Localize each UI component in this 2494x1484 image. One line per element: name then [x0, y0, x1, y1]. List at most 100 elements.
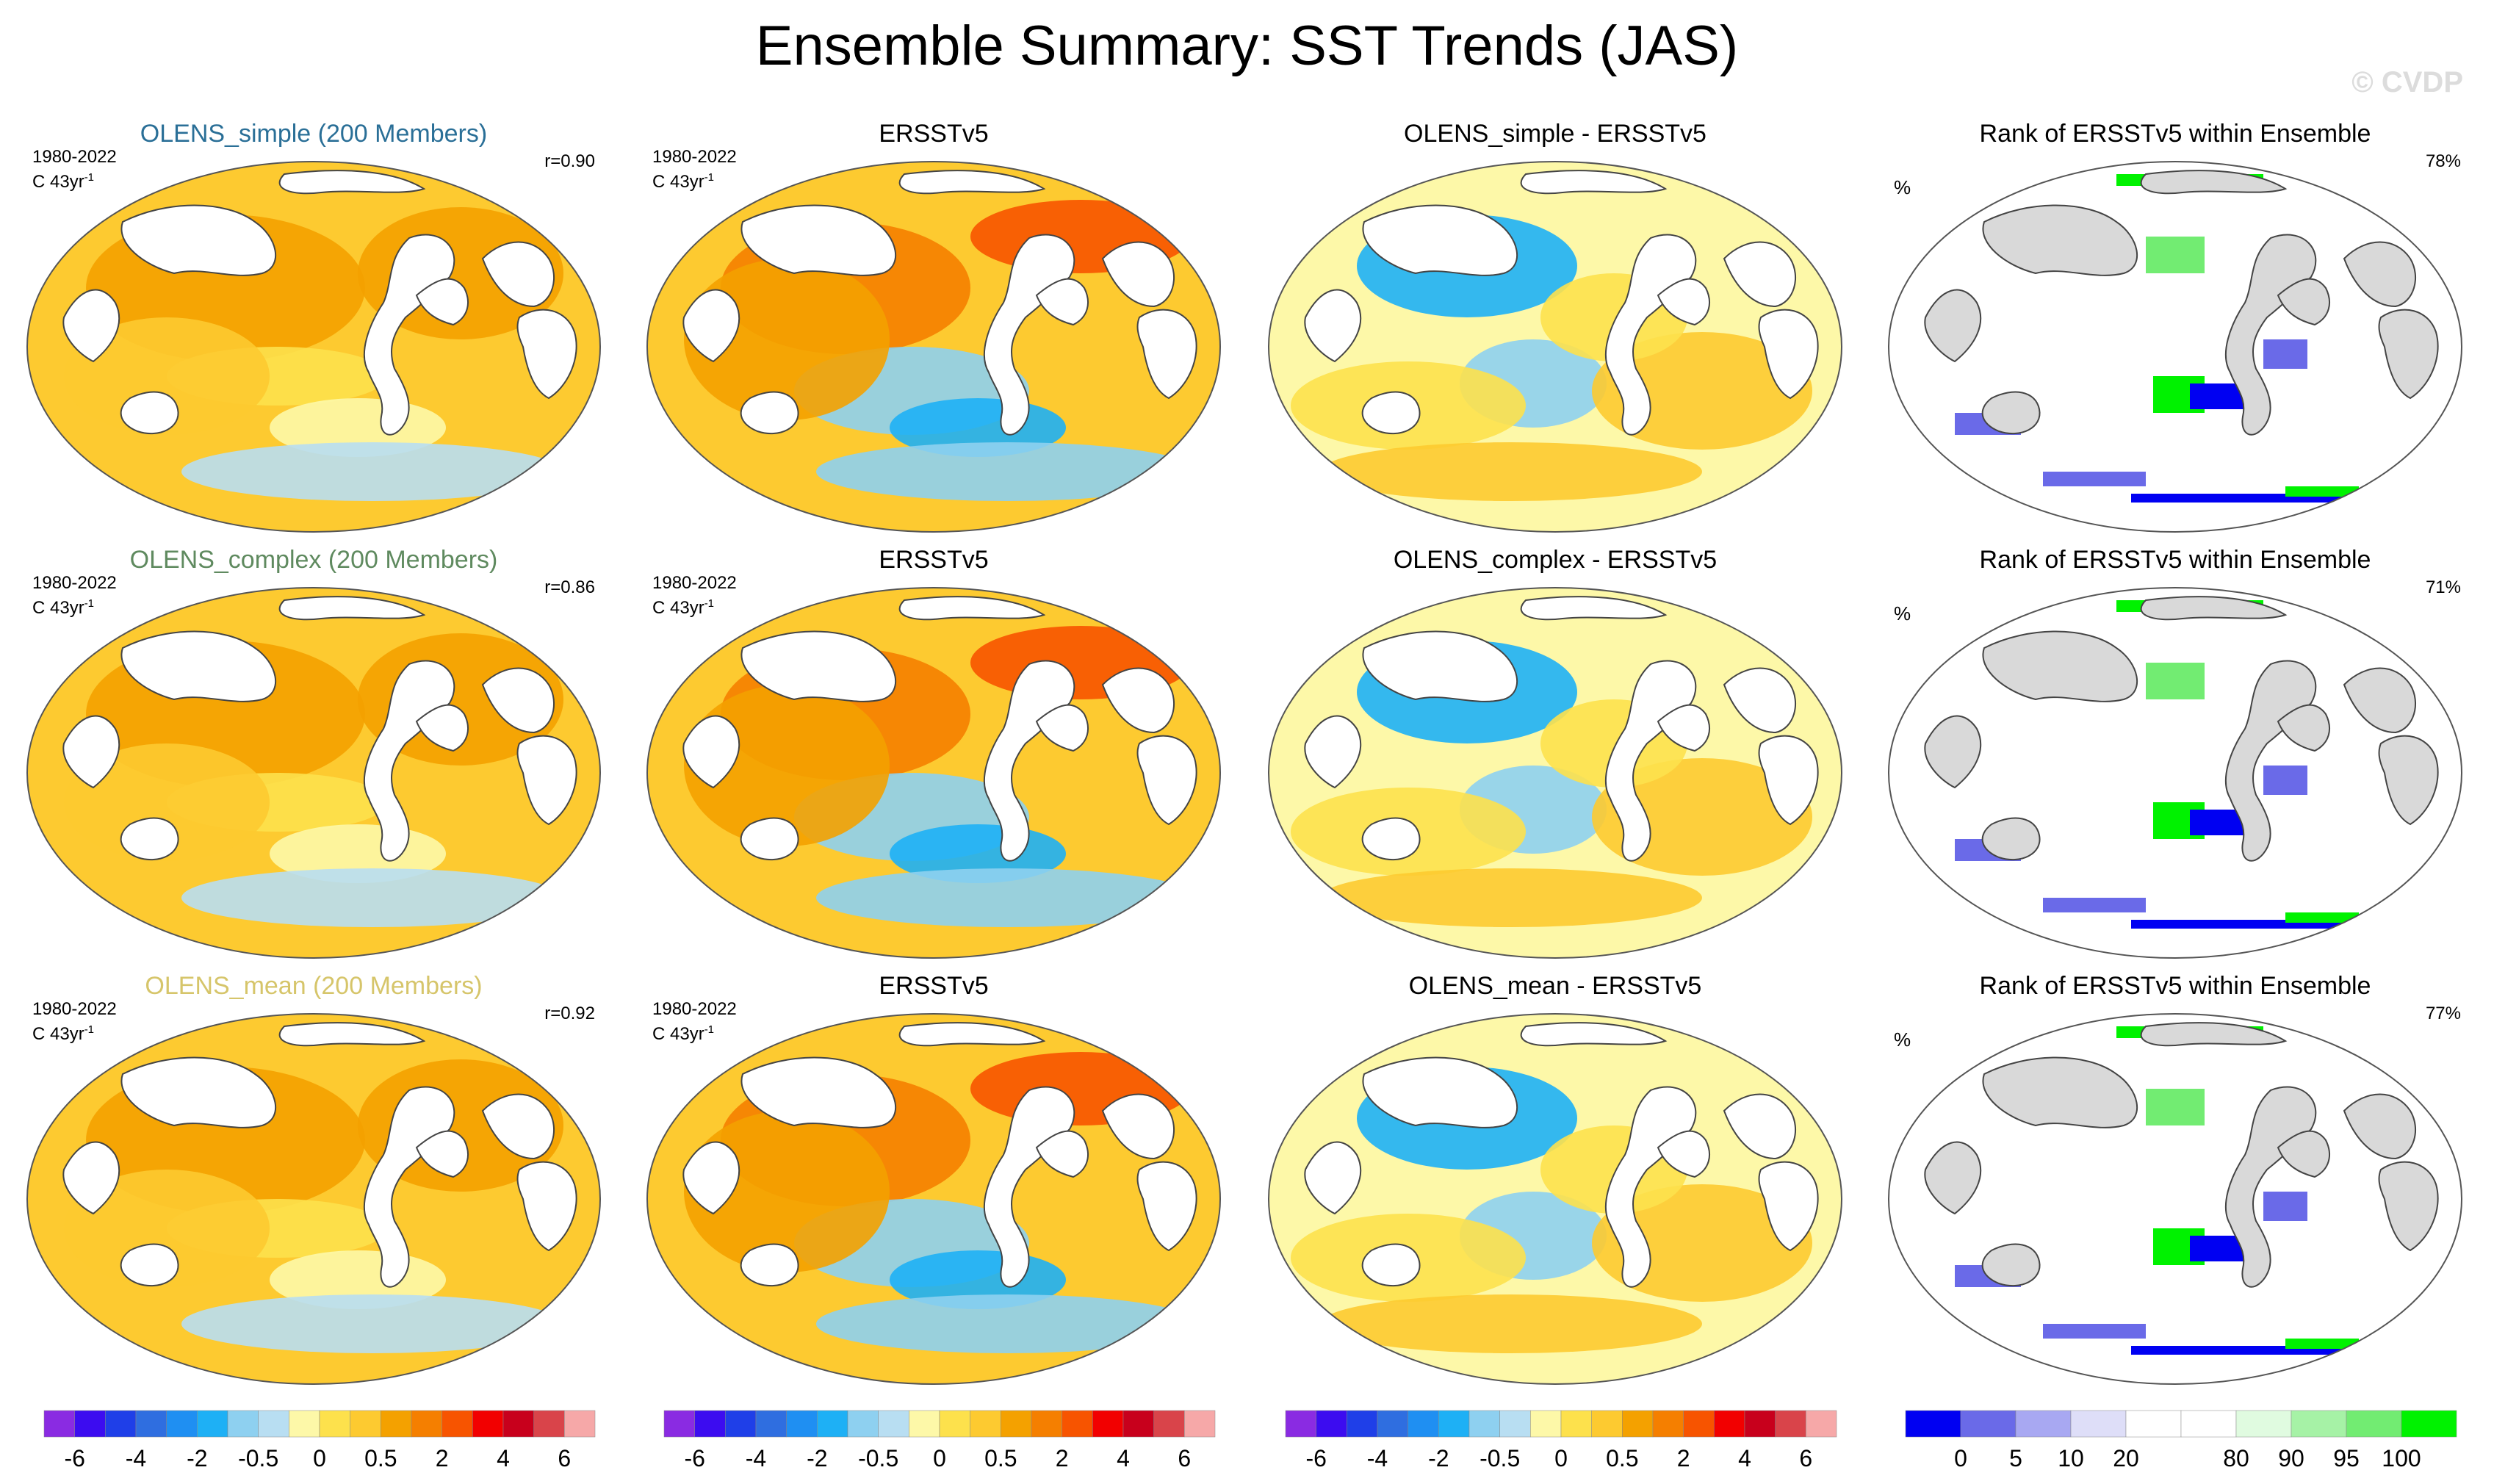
colorbar-swatch: [1153, 1410, 1185, 1438]
colorbar-swatch: [1499, 1410, 1531, 1438]
colorbar-tick-label: 6: [558, 1445, 571, 1472]
colorbar-swatch: [442, 1410, 473, 1438]
map-field: [647, 1014, 1220, 1384]
units-label: C 43yr-1: [32, 171, 95, 192]
continent-outline: [278, 170, 426, 195]
pattern-correlation: r=0.86: [544, 577, 595, 597]
figure-title: Ensemble Summary: SST Trends (JAS): [755, 15, 1739, 77]
continent-outline: [740, 1243, 799, 1287]
colorbar-swatch: [1960, 1410, 2017, 1438]
colorbar-tick-label: -2: [807, 1445, 827, 1472]
colorbar-tick-label: 95: [2333, 1445, 2360, 1472]
map-panel-diff: OLENS_complex - ERSSTv5: [1258, 545, 1853, 959]
colorbar-swatch: [2125, 1410, 2182, 1438]
map-rank: [1888, 1013, 2462, 1385]
continent-outline: [1981, 391, 2041, 435]
continent-outline: [1982, 630, 2138, 702]
continent-outline: [1520, 1022, 1668, 1047]
continent-outline: [62, 289, 120, 363]
units-label: C 43yr-1: [652, 171, 715, 192]
continent-outline: [740, 204, 896, 276]
continent-outline: [2140, 170, 2288, 195]
map-obs: [646, 587, 1221, 959]
continent-outline: [740, 1056, 896, 1128]
colorbar-tick-label: 4: [1117, 1445, 1130, 1472]
continent-outline: [1924, 289, 1982, 363]
percent-unit-label: %: [1894, 176, 1911, 198]
colorbar-swatch: [1031, 1410, 1062, 1438]
map-panel-model: OLENS_simple (200 Members) 1980-2022 C 43y…: [16, 119, 611, 533]
map-panel-obs: ERSSTv5 1980-2022 C 43yr-1: [636, 545, 1231, 959]
panel-title: ERSSTv5: [879, 546, 989, 574]
colorbar-tick-label: -4: [746, 1445, 766, 1472]
colorbar-swatch: [1905, 1410, 1961, 1438]
units-label: C 43yr-1: [652, 1023, 715, 1044]
map-field: [27, 162, 600, 532]
percent-unit-label: %: [1894, 602, 1911, 624]
colorbar-tick-label: 20: [2113, 1445, 2139, 1472]
period-label: 1980-2022: [32, 147, 117, 167]
panel-title: OLENS_simple - ERSSTv5: [1404, 120, 1706, 148]
map-panel-diff: OLENS_simple - ERSSTv5: [1258, 119, 1853, 533]
continent-outline: [1035, 704, 1089, 752]
colorbar-swatch: [1744, 1410, 1776, 1438]
colorbar-swatch: [2180, 1410, 2237, 1438]
colorbar-tick-label: 0.5: [1606, 1445, 1638, 1472]
continent-outline: [1982, 1056, 2138, 1128]
map-panel-model: OLENS_complex (200 Members) 1980-2022 C 43…: [16, 545, 611, 959]
rank-area-percent: 77%: [2425, 1004, 2461, 1023]
continent-outline: [1361, 391, 1421, 435]
colorbar-swatch: [258, 1410, 289, 1438]
colorbar-swatch: [694, 1410, 726, 1438]
continent-outline: [1657, 1130, 1710, 1178]
continent-outline: [120, 817, 179, 861]
colorbar-swatch: [1285, 1410, 1316, 1438]
percent-unit-label: %: [1894, 1029, 1911, 1051]
continent-outline: [682, 715, 740, 789]
colorbar-swatch: [1347, 1410, 1378, 1438]
colorbar-swatch: [289, 1410, 320, 1438]
map-border: [646, 587, 1221, 959]
continent-outline: [2140, 1022, 2288, 1047]
period-label: 1980-2022: [652, 999, 737, 1019]
colorbar-swatch: [319, 1410, 350, 1438]
colorbar-tick-label: 0.5: [364, 1445, 397, 1472]
colorbar-tick-label: -0.5: [1480, 1445, 1520, 1472]
colorbar-tick-label: 0: [933, 1445, 946, 1472]
continent-outline: [1304, 289, 1362, 363]
colorbar-tick-label: 4: [1738, 1445, 1751, 1472]
continent-outline: [1035, 1130, 1089, 1178]
colorbar-swatch: [1652, 1410, 1684, 1438]
colorbar-tick-label: -0.5: [858, 1445, 898, 1472]
units-exponent: -1: [84, 1023, 95, 1036]
panel-title: OLENS_mean - ERSSTv5: [1408, 972, 1702, 1000]
colorbar-tick-label: -2: [187, 1445, 207, 1472]
continent-outline: [1136, 735, 1197, 826]
map-field: [1269, 1014, 1842, 1384]
colorbar-swatch: [847, 1410, 879, 1438]
continent-outline: [1723, 241, 1797, 308]
panel-title: ERSSTv5: [879, 972, 989, 1000]
continent-outline: [415, 704, 469, 752]
map-field: [1269, 162, 1842, 532]
map-border: [1268, 587, 1842, 959]
units-exponent: -1: [704, 171, 715, 184]
map-panel-rank: Rank of ERSSTv5 within Ensemble% 77%: [1878, 971, 2473, 1385]
continent-outline: [2378, 1161, 2439, 1252]
continent-outline: [1362, 1056, 1518, 1128]
continent-outline: [1657, 278, 1710, 326]
units-label: C 43yr-1: [32, 597, 95, 618]
map-field: [647, 162, 1220, 532]
map-field: [27, 588, 600, 958]
colorbar-swatch: [74, 1410, 106, 1438]
continent-outline: [1982, 204, 2138, 276]
colorbar-swatch: [1591, 1410, 1623, 1438]
continent-outline: [2378, 735, 2439, 826]
colorbar-swatch: [350, 1410, 381, 1438]
continent-outline: [2277, 1130, 2330, 1178]
map-border: [1888, 587, 2462, 959]
map-model: [26, 1013, 601, 1385]
colorbar-tick-label: 100: [2382, 1445, 2421, 1472]
colorbar-swatch: [725, 1410, 757, 1438]
continent-outline: [2343, 241, 2417, 308]
